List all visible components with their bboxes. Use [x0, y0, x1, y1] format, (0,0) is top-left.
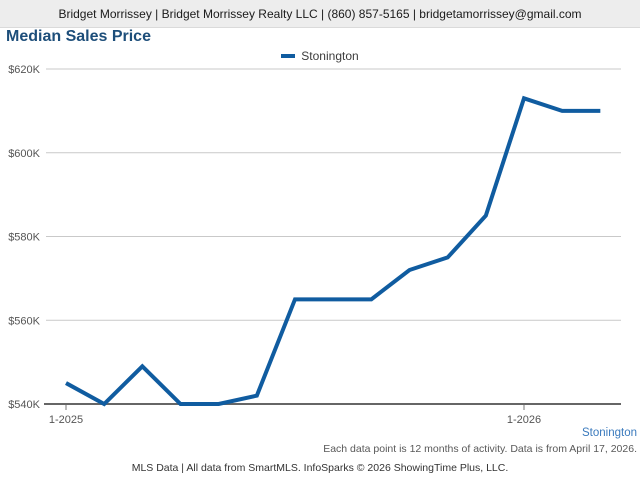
y-axis-label: $540K [8, 399, 40, 411]
y-axis-label: $560K [8, 315, 40, 327]
y-axis-label: $620K [8, 64, 40, 76]
header-bar: Bridget Morrissey | Bridget Morrissey Re… [0, 0, 640, 28]
legend: Stonington [0, 49, 640, 63]
legend-line-swatch-icon [281, 54, 296, 58]
footer-series-label: Stonington [582, 427, 637, 439]
footnote: Each data point is 12 months of activity… [323, 443, 637, 455]
x-axis-label: 1-2025 [49, 414, 83, 426]
median-sales-price-chart: $540K $560K $580K $600K $620K 1-2025 1-2026 [8, 64, 621, 426]
y-axis-label: $600K [8, 148, 40, 160]
contact-line: Bridget Morrissey | Bridget Morrissey Re… [58, 6, 582, 21]
page-title: Median Sales Price [6, 28, 151, 45]
legend-label: Stonington [301, 49, 359, 63]
y-axis-label: $580K [8, 232, 40, 244]
x-axis-label: 1-2026 [507, 414, 541, 426]
attribution-line: MLS Data | All data from SmartMLS. InfoS… [131, 462, 509, 474]
series-line-stonington [65, 95, 601, 407]
